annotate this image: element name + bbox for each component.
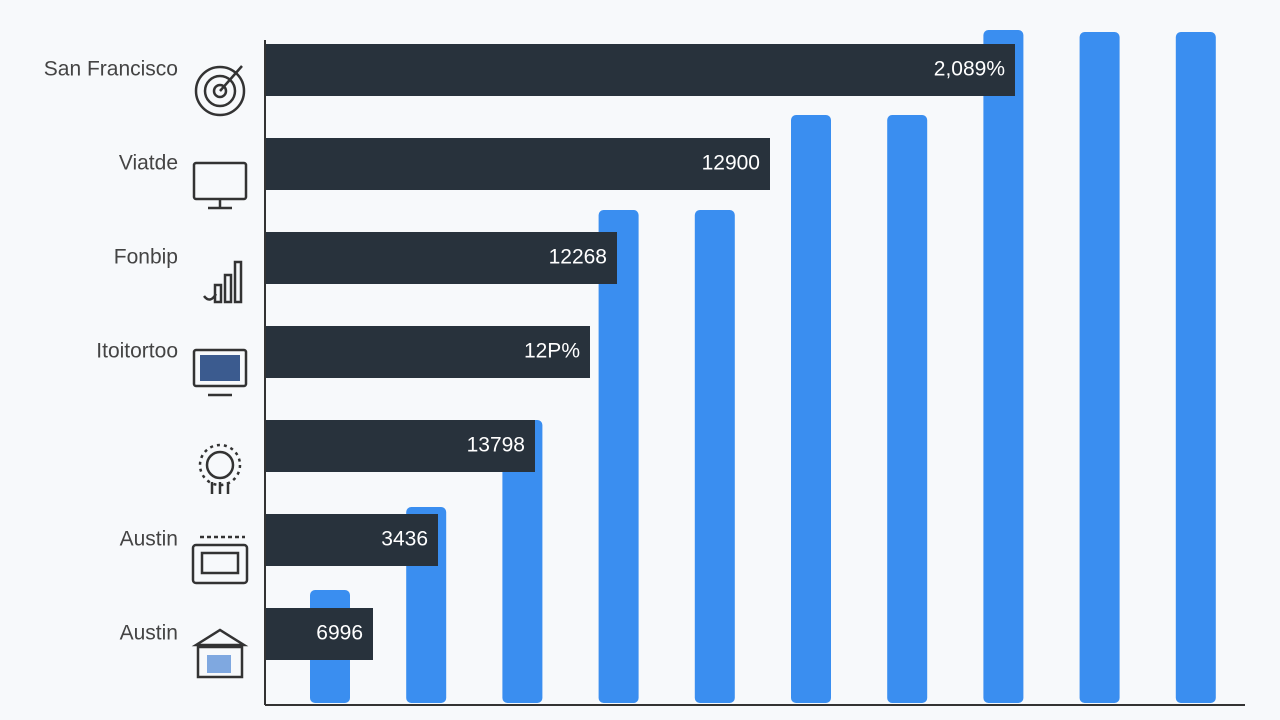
column	[983, 30, 1024, 703]
bar-label: 12900	[702, 152, 760, 175]
bar-label: 12P%	[524, 340, 580, 363]
category-label: Austin	[120, 622, 178, 645]
column	[502, 420, 543, 703]
bar	[265, 232, 617, 284]
category-label: San Francisco	[44, 58, 178, 81]
bar	[265, 608, 373, 660]
column	[1079, 32, 1120, 703]
bar	[265, 514, 438, 566]
column	[887, 115, 928, 703]
bar-label: 2,089%	[934, 58, 1005, 81]
category-label: Viatde	[119, 152, 178, 175]
bar-label: 12268	[549, 246, 607, 269]
bar	[265, 44, 1015, 96]
chip-icon	[198, 443, 242, 494]
column	[598, 210, 639, 703]
category-label: Austin	[120, 528, 178, 551]
icons	[191, 65, 249, 679]
bar-label: 3436	[381, 528, 428, 551]
bar-label: 6996	[316, 622, 363, 645]
column	[694, 210, 735, 703]
bar-label: 13798	[467, 434, 525, 457]
category-label: Fonbip	[114, 246, 178, 269]
target-icon	[194, 65, 246, 117]
column	[1175, 32, 1216, 703]
monitor-icon	[192, 348, 248, 397]
monitor-icon	[192, 161, 248, 210]
bar	[265, 420, 535, 472]
bar-layer: 2,089% San Francisco 12900 Viatde 12268 Fonbi…	[44, 44, 1015, 660]
bar	[265, 138, 770, 190]
column-layer	[310, 30, 1216, 703]
bar	[265, 326, 590, 378]
category-label: Itoitortoo	[96, 340, 178, 363]
growth-icon	[203, 260, 243, 304]
panel-icon	[191, 535, 249, 585]
column	[791, 115, 831, 703]
bank-icon	[191, 628, 249, 679]
